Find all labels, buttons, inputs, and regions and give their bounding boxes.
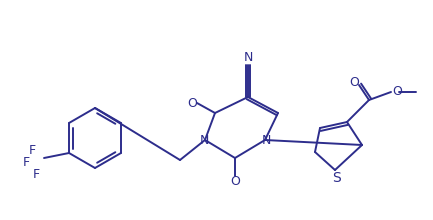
- Text: N: N: [199, 134, 209, 147]
- Text: N: N: [261, 134, 271, 147]
- Text: O: O: [349, 75, 359, 88]
- Text: O: O: [392, 84, 402, 97]
- Text: F: F: [32, 167, 39, 180]
- Text: F: F: [29, 143, 36, 156]
- Text: N: N: [243, 51, 253, 64]
- Text: F: F: [23, 156, 29, 169]
- Text: O: O: [230, 174, 240, 187]
- Text: O: O: [187, 97, 197, 110]
- Text: S: S: [333, 171, 341, 185]
